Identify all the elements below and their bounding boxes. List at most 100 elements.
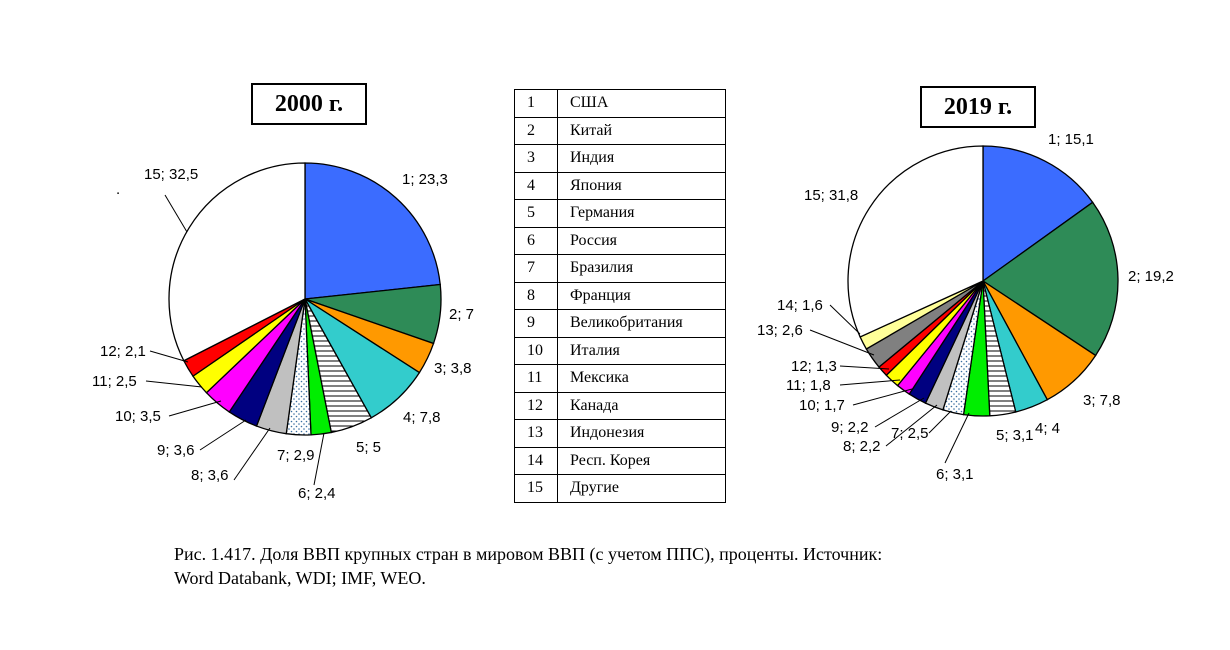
legend-number: 14 — [514, 446, 558, 475]
caption-line-1: Рис. 1.417. Доля ВВП крупных стран в мир… — [174, 544, 883, 564]
data-label: 8; 2,2 — [843, 438, 881, 455]
legend-row: 9 Великобритания — [514, 309, 726, 338]
pie-slice-2 — [981, 201, 1119, 357]
data-label: 10; 3,5 — [115, 408, 161, 425]
legend-table: 1 США 2 Китай 3 Индия 4 Япония 5 Германия 6 Россия 7… — [514, 89, 726, 503]
legend-number: 12 — [514, 391, 558, 420]
leader-line — [944, 412, 970, 464]
data-label: 6; 2,4 — [298, 485, 336, 502]
leader-line — [874, 397, 925, 428]
legend-number: 8 — [514, 281, 558, 310]
data-label: 2; 19,2 — [1128, 268, 1174, 285]
pie-slice-1 — [304, 162, 441, 300]
data-label: 12; 2,1 — [100, 343, 146, 360]
data-label: 8; 3,6 — [191, 467, 229, 484]
data-label: 14; 1,6 — [777, 297, 823, 314]
pie-slice-15 — [847, 145, 984, 338]
data-label: 13; 2,6 — [757, 322, 803, 339]
legend-country: Бразилия — [557, 254, 726, 283]
legend-number: 1 — [514, 89, 558, 118]
leader-line — [145, 380, 203, 388]
legend-country: Индия — [557, 144, 726, 173]
data-label: 5; 3,1 — [996, 427, 1034, 444]
legend-country: Япония — [557, 171, 726, 200]
legend-country: Другие — [557, 474, 726, 503]
legend-row: 8 Франция — [514, 281, 726, 310]
data-label: 15; 31,8 — [804, 187, 858, 204]
data-label: 7; 2,9 — [277, 447, 315, 464]
chart-title-2000: 2000 г. — [251, 83, 367, 125]
pie-slice-1 — [982, 145, 1094, 283]
data-label: 1; 23,3 — [402, 171, 448, 188]
legend-number: 7 — [514, 254, 558, 283]
leader-line — [233, 427, 271, 481]
data-label: 10; 1,7 — [799, 397, 845, 414]
legend-country: Германия — [557, 199, 726, 228]
data-label: 15; 32,5 — [144, 166, 198, 183]
figure-caption: Рис. 1.417. Доля ВВП крупных стран в мир… — [174, 542, 1074, 590]
data-label: 11; 2,5 — [92, 373, 137, 390]
legend-country: Китай — [557, 116, 726, 145]
data-label: 7; 2,5 — [891, 425, 929, 442]
legend-number: 15 — [514, 474, 558, 503]
legend-row: 5 Германия — [514, 199, 726, 228]
data-label: 5; 5 — [356, 439, 381, 456]
legend-country: Канада — [557, 391, 726, 420]
legend-number: 3 — [514, 144, 558, 173]
data-label: 4; 7,8 — [403, 409, 441, 426]
legend-number: 5 — [514, 199, 558, 228]
data-label: 6; 3,1 — [936, 466, 974, 483]
legend-country: Индонезия — [557, 419, 726, 448]
leader-line — [164, 194, 188, 233]
legend-row: 15 Другие — [514, 474, 726, 503]
data-label: 4; 4 — [1035, 420, 1060, 437]
leader-line — [168, 400, 222, 417]
stray-mark: . — [116, 181, 120, 198]
leader-line — [852, 388, 913, 406]
legend-number: 6 — [514, 226, 558, 255]
legend-row: 12 Канада — [514, 391, 726, 420]
legend-country: США — [557, 89, 726, 118]
legend-row: 2 Китай — [514, 116, 726, 145]
legend-row: 14 Респ. Корея — [514, 446, 726, 475]
leader-line — [839, 379, 901, 386]
legend-number: 4 — [514, 171, 558, 200]
leader-line — [885, 404, 938, 447]
legend-country: Мексика — [557, 364, 726, 393]
legend-row: 7 Бразилия — [514, 254, 726, 283]
legend-number: 10 — [514, 336, 558, 365]
legend-country: Италия — [557, 336, 726, 365]
data-label: 11; 1,8 — [786, 377, 831, 394]
legend-number: 2 — [514, 116, 558, 145]
legend-number: 13 — [514, 419, 558, 448]
leader-line — [829, 304, 861, 335]
leader-line — [199, 419, 247, 451]
caption-line-2: Word Databank, WDI; IMF, WEO. — [174, 568, 426, 588]
legend-row: 3 Индия — [514, 144, 726, 173]
legend-row: 4 Япония — [514, 171, 726, 200]
leader-line — [149, 350, 189, 363]
pie-2019 — [847, 145, 1119, 417]
pie-slice-15 — [168, 162, 306, 362]
legend-row: 13 Индонезия — [514, 419, 726, 448]
legend-number: 11 — [514, 364, 558, 393]
legend-row: 10 Италия — [514, 336, 726, 365]
legend-country: Великобритания — [557, 309, 726, 338]
leader-line — [839, 365, 890, 370]
data-label: 3; 3,8 — [434, 360, 472, 377]
pie-2000 — [168, 162, 442, 436]
legend-country: Россия — [557, 226, 726, 255]
leader-line — [313, 432, 325, 486]
chart-title-2019: 2019 г. — [920, 86, 1036, 128]
data-label: 9; 3,6 — [157, 442, 195, 459]
legend-row: 6 Россия — [514, 226, 726, 255]
legend-country: Респ. Корея — [557, 446, 726, 475]
leader-line — [928, 410, 952, 434]
data-label: 1; 15,1 — [1048, 131, 1094, 148]
legend-country: Франция — [557, 281, 726, 310]
data-label: 3; 7,8 — [1083, 392, 1121, 409]
data-label: 9; 2,2 — [831, 419, 869, 436]
leader-line — [809, 329, 875, 356]
